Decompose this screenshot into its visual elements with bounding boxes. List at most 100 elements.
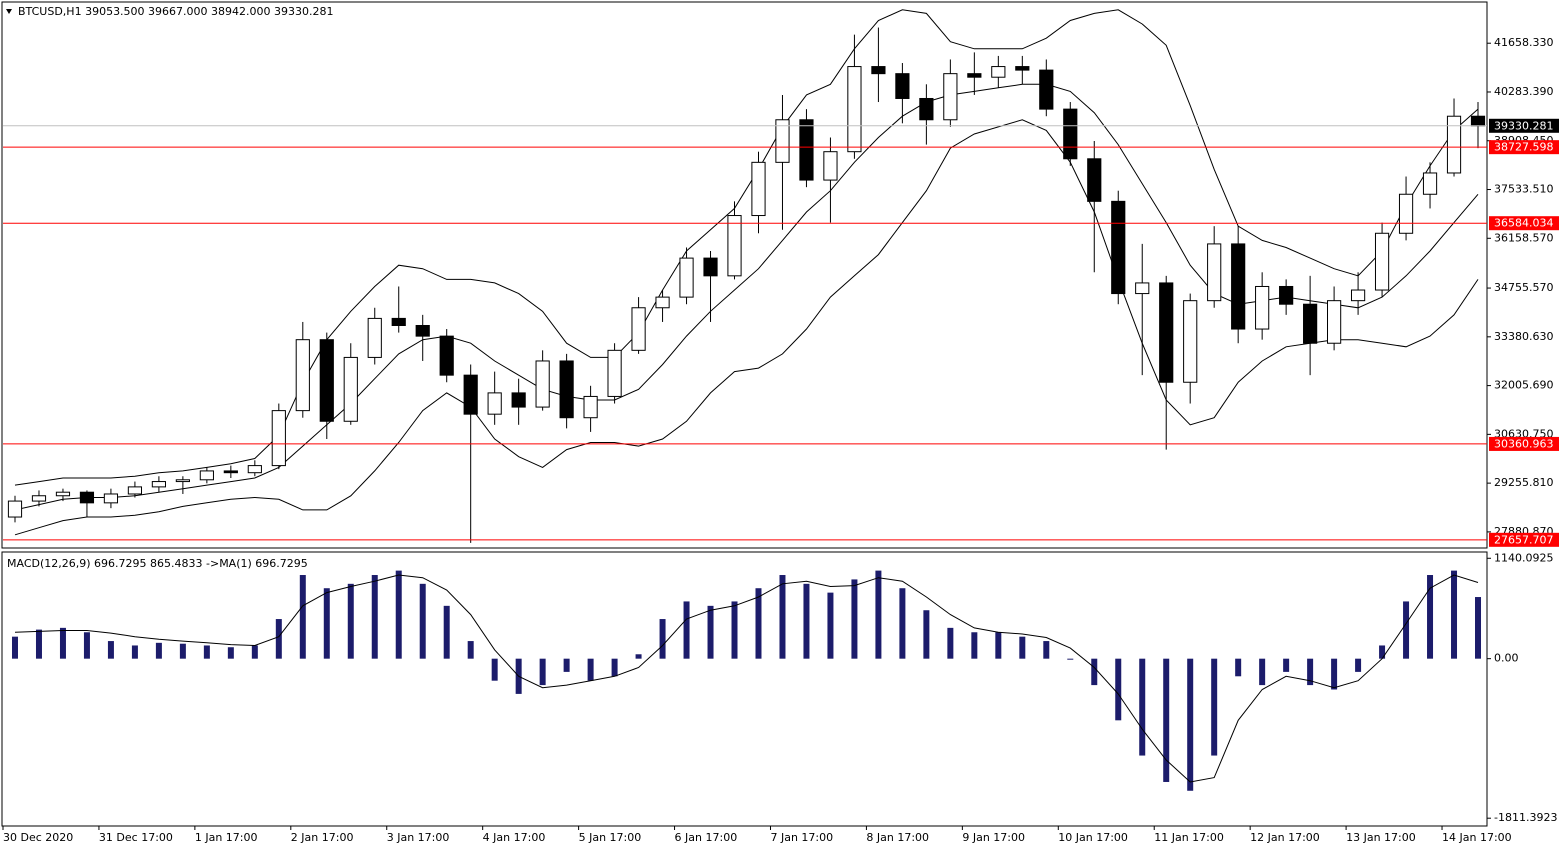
macd-histogram-bar — [875, 570, 882, 659]
macd-histogram-bar — [443, 605, 450, 659]
candle-body — [271, 410, 286, 467]
y-tick-label: 41658.330 — [1494, 36, 1554, 49]
macd-histogram-bar — [707, 605, 714, 659]
macd-histogram-bar — [611, 658, 618, 677]
macd-histogram-bar — [851, 579, 858, 659]
candle-body — [1207, 243, 1222, 302]
candle-body — [151, 481, 166, 488]
candle-body — [631, 307, 646, 351]
y-tick-label: 37533.510 — [1494, 183, 1554, 196]
candle-body — [799, 119, 814, 181]
candle-body — [55, 491, 71, 497]
candle-body — [535, 360, 550, 408]
candle-body — [199, 470, 214, 481]
price-title: BTCUSD,H1 39053.500 39667.000 38942.000 … — [18, 5, 334, 18]
macd-histogram-bar — [83, 632, 90, 659]
x-tick-label: 10 Jan 17:00 — [1058, 831, 1128, 844]
macd-histogram-bar — [491, 658, 498, 681]
candle-body — [127, 486, 143, 495]
macd-histogram-bar — [131, 645, 138, 659]
bollinger-band — [14, 9, 1479, 486]
level-label: 38727.598 — [1494, 141, 1554, 154]
candle-body — [871, 66, 886, 75]
candle-body — [1087, 158, 1102, 202]
candle-body — [1015, 66, 1030, 71]
macd-histogram-bar — [395, 570, 402, 659]
y-tick-label: 36158.570 — [1494, 231, 1554, 244]
candle-body — [391, 317, 406, 326]
candle-body — [1255, 285, 1270, 330]
candle-body — [775, 119, 790, 163]
macd-histogram-bar — [299, 575, 306, 659]
candle-body — [583, 395, 598, 419]
x-tick-label: 5 Jan 17:00 — [579, 831, 642, 844]
candle-body — [559, 360, 574, 419]
candle-body — [367, 317, 382, 358]
x-tick-label: 1 Jan 17:00 — [195, 831, 258, 844]
level-label: 36584.034 — [1494, 217, 1554, 230]
macd-histogram-bar — [1403, 601, 1410, 659]
candle-body — [1303, 303, 1318, 344]
macd-histogram-bar — [1355, 658, 1362, 672]
candle-body — [415, 324, 430, 337]
macd-title: MACD(12,26,9) 696.7295 865.4833 ->MA(1) … — [7, 557, 308, 570]
macd-histogram-bar — [755, 588, 762, 659]
x-tick-label: 30 Dec 2020 — [3, 831, 73, 844]
candle-body — [1327, 300, 1342, 344]
x-tick-label: 6 Jan 17:00 — [675, 831, 738, 844]
x-tick-label: 4 Jan 17:00 — [483, 831, 546, 844]
macd-histogram-bar — [467, 641, 474, 659]
candle-body — [439, 335, 454, 376]
x-tick-label: 13 Jan 17:00 — [1346, 831, 1416, 844]
candle-body — [175, 479, 190, 483]
macd-histogram-bar — [563, 658, 570, 672]
candle-body — [1111, 200, 1126, 295]
macd-histogram-bar — [107, 641, 114, 659]
macd-histogram-bar — [971, 632, 978, 659]
candle-body — [247, 465, 262, 474]
candle-body — [223, 470, 238, 474]
y-tick-label: 34755.570 — [1494, 281, 1554, 294]
candle-body — [1398, 193, 1414, 234]
level-label-box — [1489, 140, 1559, 155]
macd-histogram-bar — [155, 642, 162, 659]
macd-histogram-bar — [1427, 575, 1434, 659]
macd-histogram-bar — [1331, 658, 1338, 690]
candle-body — [727, 215, 742, 277]
candle-body — [967, 73, 982, 78]
level-label-box — [1489, 216, 1559, 231]
macd-histogram-bar — [347, 583, 354, 659]
macd-histogram-bar — [1115, 658, 1122, 721]
macd-histogram-bar — [179, 643, 186, 659]
y-tick-label: 33380.630 — [1494, 330, 1554, 343]
macd-histogram-bar — [731, 601, 738, 659]
macd-histogram-bar — [899, 588, 906, 659]
macd-histogram-bar — [59, 627, 66, 659]
level-label-box — [1489, 532, 1559, 547]
candle-body — [1135, 282, 1150, 295]
macd-histogram-bar — [827, 592, 834, 659]
candle-body — [295, 339, 310, 412]
candle-body — [823, 151, 838, 181]
macd-histogram-bar — [1139, 658, 1146, 756]
macd-histogram-bar — [1259, 658, 1266, 686]
y-tick-label: -1811.3923 — [1494, 811, 1557, 824]
candle-body — [487, 392, 502, 415]
macd-histogram-bar — [11, 636, 18, 659]
x-tick-label: 8 Jan 17:00 — [866, 831, 929, 844]
macd-signal-line — [14, 574, 1479, 783]
candle-body — [751, 161, 766, 217]
candle-body — [1470, 115, 1486, 127]
x-tick-label: 12 Jan 17:00 — [1250, 831, 1320, 844]
candle-body — [991, 66, 1006, 78]
macd-histogram-bar — [1451, 570, 1458, 659]
macd-histogram-bar — [203, 645, 210, 659]
candle-body — [1231, 243, 1246, 330]
candle-body — [1039, 69, 1054, 110]
macd-histogram-bar — [635, 654, 642, 659]
candle-body — [1279, 285, 1294, 305]
macd-histogram-bar — [1283, 658, 1290, 672]
x-tick-label: 31 Dec 17:00 — [99, 831, 173, 844]
